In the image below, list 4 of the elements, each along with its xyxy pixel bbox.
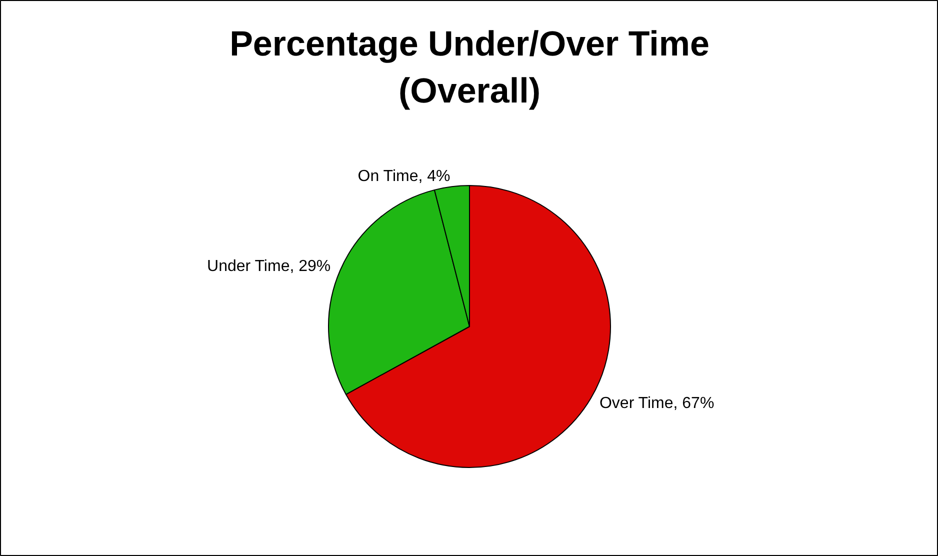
slice-label: Under Time, 29% bbox=[207, 258, 331, 276]
slice-label: On Time, 4% bbox=[358, 168, 450, 186]
slice-label: Over Time, 67% bbox=[599, 394, 714, 412]
chart-title: Percentage Under/Over Time (Overall) bbox=[230, 24, 710, 110]
